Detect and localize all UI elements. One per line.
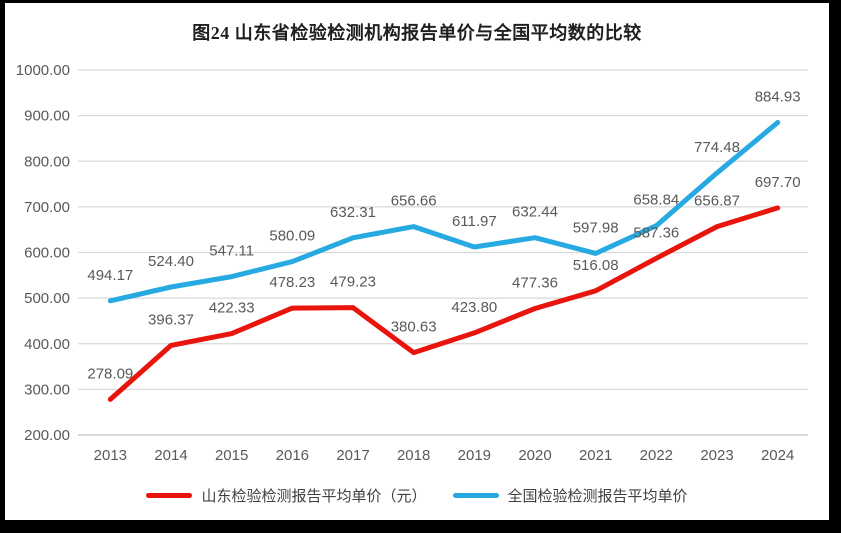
x-axis-tick-label: 2013 [94,447,127,464]
data-label-national: 494.17 [87,267,133,284]
data-label-shandong: 423.80 [451,299,497,316]
data-label-national: 597.98 [573,219,619,236]
data-label-shandong: 477.36 [512,274,558,291]
data-label-shandong: 587.36 [633,224,679,241]
x-axis-tick-label: 2022 [640,447,673,464]
series-line-national [107,120,781,304]
chart-background [5,3,829,520]
data-label-national: 632.31 [330,204,376,221]
x-axis-tick-label: 2018 [397,447,430,464]
legend-label-national: 全国检验检测报告平均单价 [507,487,688,505]
x-axis-tick-label: 2024 [761,447,794,464]
legend-label-shandong: 山东检验检测报告平均单价（元） [201,487,427,505]
x-axis-tick-label: 2020 [518,447,551,464]
x-axis-tick-label: 2017 [336,447,369,464]
data-label-national: 658.84 [633,192,679,209]
x-axis-tick-label: 2015 [215,447,248,464]
x-axis-tick-label: 2016 [276,447,309,464]
data-label-shandong: 422.33 [209,300,255,317]
x-axis-tick-label: 2014 [154,447,187,464]
x-axis-tick-label: 2021 [579,447,612,464]
series-line-shandong [107,205,781,402]
x-axis-tick-label: 2019 [458,447,491,464]
y-axis-tick-label: 500.00 [24,290,70,307]
legend-marker-shandong-icon [146,492,193,498]
legend-item-shandong: 山东检验检测报告平均单价（元） [146,485,427,506]
legend-item-national: 全国检验检测报告平均单价 [452,485,688,506]
data-label-national: 656.66 [391,193,437,210]
data-label-shandong: 479.23 [330,274,376,291]
x-axis-tick-label: 2023 [700,447,733,464]
y-axis-tick-label: 200.00 [24,427,70,444]
data-label-shandong: 697.70 [755,174,801,191]
data-label-national: 632.44 [512,204,558,221]
y-axis-tick-label: 800.00 [24,153,70,170]
y-axis-tick-label: 600.00 [24,245,70,262]
y-axis-tick-label: 1000.00 [16,62,70,79]
y-axis-tick-label: 700.00 [24,199,70,216]
data-label-shandong: 396.37 [148,311,194,328]
y-axis-tick-label: 300.00 [24,381,70,398]
data-label-national: 774.48 [694,139,740,156]
data-label-shandong: 656.87 [694,193,740,210]
data-label-national: 547.11 [209,243,254,260]
data-label-shandong: 478.23 [269,274,315,291]
data-label-national: 884.93 [755,89,801,106]
data-label-shandong: 278.09 [87,365,133,382]
chart-legend: 山东检验检测报告平均单价（元） 全国检验检测报告平均单价 [5,482,829,508]
y-axis-tick-label: 900.00 [24,108,70,125]
data-label-national: 524.40 [148,253,194,270]
chart-title: 图24 山东省检验检测机构报告单价与全国平均数的比较 [192,23,642,43]
data-label-shandong: 380.63 [391,319,437,336]
data-label-national: 580.09 [269,228,315,245]
data-label-shandong: 516.08 [573,257,619,274]
y-axis-tick-label: 400.00 [24,336,70,353]
legend-marker-national-icon [452,492,499,498]
data-label-national: 611.97 [452,213,497,230]
